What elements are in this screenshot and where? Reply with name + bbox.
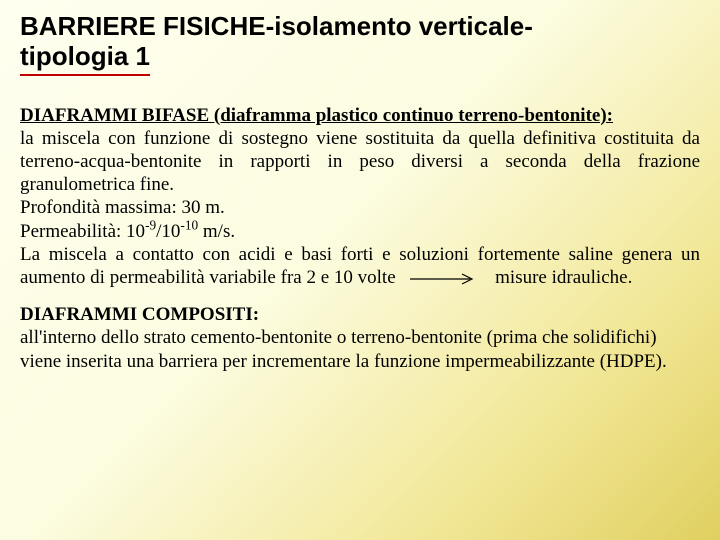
compositi-heading: DIAFRAMMI COMPOSITI: [20,304,259,325]
slide-title: BARRIERE FISICHE-isolamento verticale- t… [20,12,700,76]
section-compositi: DIAFRAMMI COMPOSITI: all'interno dello s… [20,303,700,373]
title-line-1: BARRIERE FISICHE-isolamento verticale- [20,12,700,42]
slide-body: DIAFRAMMI BIFASE (diaframma plastico con… [20,104,700,373]
bifase-p3: Permeabilità: 10-9/10-10 m/s. [20,221,235,242]
bifase-p2: Profondità massima: 30 m. [20,197,225,218]
bifase-p4b: misure idrauliche. [495,267,632,288]
arrow-icon [410,273,480,285]
bifase-heading: DIAFRAMMI BIFASE (diaframma plastico con… [20,105,613,126]
section-bifase: DIAFRAMMI BIFASE (diaframma plastico con… [20,104,700,289]
compositi-p1: all'interno dello strato cemento-bentoni… [20,327,667,371]
bifase-p1: la miscela con funzione di sostegno vien… [20,128,700,195]
title-line-2: tipologia 1 [20,42,150,76]
slide-container: BARRIERE FISICHE-isolamento verticale- t… [0,0,720,540]
